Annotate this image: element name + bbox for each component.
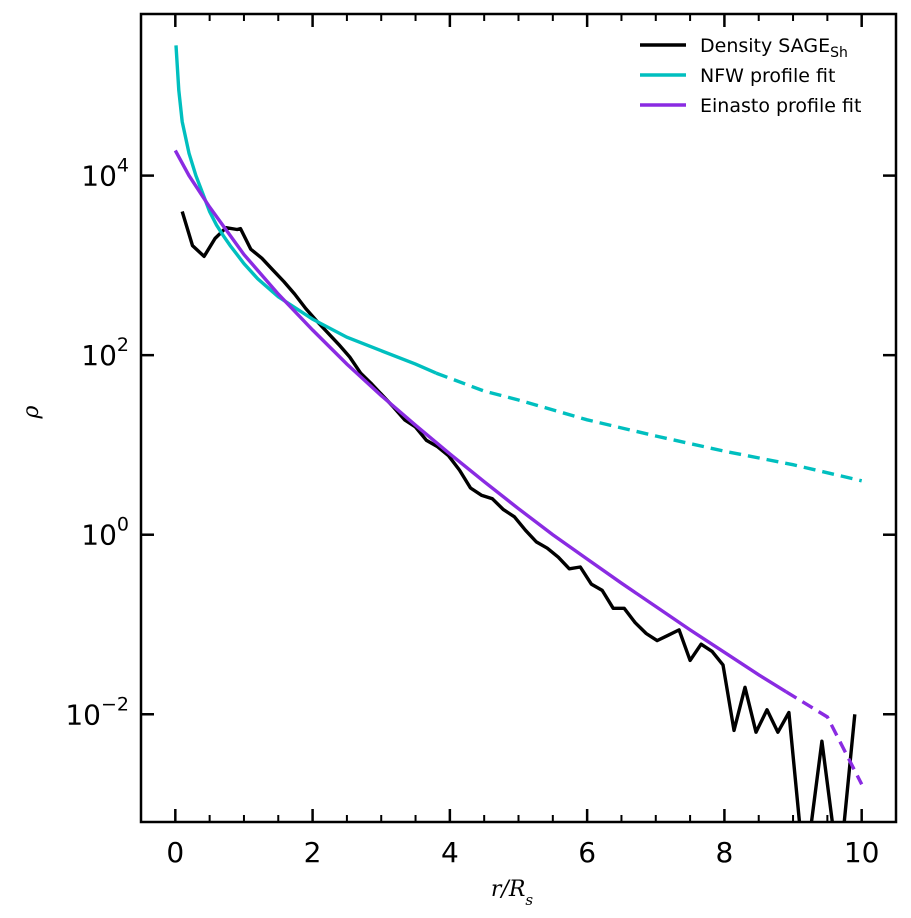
plot-frame (139, 12, 898, 824)
nfw-profile-fit-line-dashed (435, 371, 863, 483)
legend-label-einasto-profile-fit: Einasto profile fit (700, 95, 861, 117)
x-tick-label: 6 (578, 836, 596, 869)
x-axis-label: r/Rs (491, 877, 534, 909)
legend: Density SAGESh NFW profile fit Einasto pro… (640, 35, 861, 117)
y-axis-label: ρ (19, 405, 44, 419)
x-tick-label: 2 (304, 836, 322, 869)
ticks-layer: 0 2 4 6 8 10 104 102 100 10−2 (65, 14, 897, 869)
x-tick-label: 4 (441, 836, 459, 869)
density-sage-sh-line (180, 211, 857, 822)
y-tick-label: 104 (81, 155, 129, 193)
series-layer (173, 45, 864, 822)
y-tick-label: 102 (81, 334, 129, 372)
x-axis-label-main: r/R (491, 877, 526, 902)
legend-label-density-sage: Density SAGESh (700, 35, 848, 61)
nfw-profile-fit-line-solid (174, 45, 437, 375)
x-tick-label: 8 (715, 836, 733, 869)
axes-box (139, 12, 898, 824)
einasto-profile-fit-line-dashed (785, 690, 864, 786)
y-tick-label: 10−2 (65, 693, 129, 731)
x-tick-label: 0 (166, 836, 184, 869)
einasto-profile-fit-line-solid (173, 149, 788, 694)
x-axis-label-sub: s (525, 891, 533, 909)
y-tick-label: 100 (81, 514, 129, 552)
x-tick-label: 10 (844, 836, 880, 869)
legend-label-nfw-profile-fit: NFW profile fit (700, 65, 835, 87)
